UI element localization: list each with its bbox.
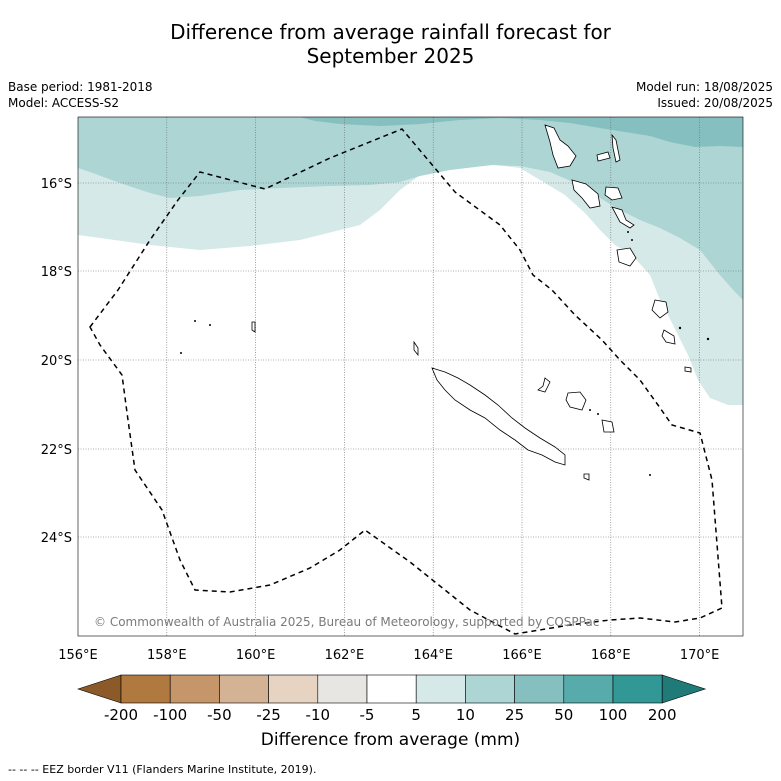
lat-label: 16°S bbox=[41, 177, 72, 192]
lon-label: 156°E bbox=[58, 648, 98, 663]
copyright-text: © Commonwealth of Australia 2025, Bureau… bbox=[94, 615, 599, 629]
lon-label: 160°E bbox=[236, 648, 276, 663]
colorbar-tick-label: 100 bbox=[599, 706, 628, 724]
issued-label: Issued: 20/08/2025 bbox=[657, 96, 773, 110]
model-label: Model: ACCESS-S2 bbox=[8, 96, 120, 110]
colorbar-bin bbox=[219, 674, 269, 704]
colorbar-extend-low bbox=[77, 674, 122, 704]
maewo-island bbox=[611, 133, 621, 163]
small-islets bbox=[180, 231, 710, 476]
ambae-island bbox=[596, 151, 611, 162]
chesterfield-islet bbox=[251, 321, 256, 333]
colorbar-tick-label: 5 bbox=[411, 706, 421, 724]
lat-label: 20°S bbox=[41, 354, 72, 369]
tanna-island bbox=[661, 329, 676, 345]
lon-label: 158°E bbox=[147, 648, 187, 663]
colorbar-bin bbox=[366, 674, 417, 704]
colorbar-tick-label: -200 bbox=[104, 706, 138, 724]
colorbar-bin bbox=[612, 674, 663, 704]
colorbar-tick-label: 25 bbox=[505, 706, 524, 724]
colorbar-labels: -200 -100 -50 -25 -10 -5 5 10 25 50 100 200 bbox=[104, 706, 677, 724]
espiritu-santo-island bbox=[544, 124, 577, 169]
colorbar-tick-label: -50 bbox=[207, 706, 232, 724]
lon-label: 166°E bbox=[502, 648, 542, 663]
isle-of-pines bbox=[583, 473, 590, 481]
colorbar-extend-high bbox=[661, 674, 707, 704]
lon-label: 168°E bbox=[591, 648, 631, 663]
colorbar-tick-label: 200 bbox=[648, 706, 677, 724]
colorbar-bin bbox=[317, 674, 368, 704]
mare-island bbox=[601, 419, 615, 433]
colorbar-bin bbox=[563, 674, 614, 704]
lat-label: 24°S bbox=[41, 531, 72, 546]
graticule bbox=[78, 117, 743, 636]
ouvea-island bbox=[537, 377, 551, 393]
colorbar-tick-label: -5 bbox=[360, 706, 375, 724]
colorbar bbox=[77, 674, 707, 704]
lon-label: 170°E bbox=[680, 648, 720, 663]
eez-legend-note: -- -- -- EEZ border V11 (Flanders Marine… bbox=[8, 763, 317, 776]
longitude-axis: 156°E 158°E 160°E 162°E 164°E 166°E 168°… bbox=[58, 648, 719, 663]
efate-island bbox=[616, 247, 637, 267]
map-title-line2: September 2025 bbox=[306, 44, 475, 68]
base-period-label: Base period: 1981-2018 bbox=[8, 80, 153, 94]
latitude-axis: 16°S 18°S 20°S 22°S 24°S bbox=[41, 177, 72, 546]
malekula-island bbox=[571, 179, 601, 209]
colorbar-tick-label: -100 bbox=[153, 706, 187, 724]
lat-label: 18°S bbox=[41, 265, 72, 280]
colorbar-bin bbox=[465, 674, 515, 704]
colorbar-title: Difference from average (mm) bbox=[260, 730, 521, 750]
epi-island bbox=[611, 206, 635, 229]
lat-label: 22°S bbox=[41, 443, 72, 458]
map-title-line1: Difference from average rainfall forecas… bbox=[170, 20, 611, 44]
rain-anomaly-band-10-25 bbox=[78, 117, 743, 300]
belep-island bbox=[413, 340, 419, 357]
lifou-island bbox=[565, 391, 587, 411]
pentecost-island bbox=[604, 186, 623, 201]
lon-label: 164°E bbox=[413, 648, 453, 663]
model-run-label: Model run: 18/08/2025 bbox=[635, 80, 773, 94]
colorbar-bin bbox=[120, 674, 171, 704]
new-caledonia-island bbox=[431, 367, 566, 466]
aneityum-island bbox=[684, 366, 692, 373]
colorbar-bin bbox=[415, 674, 466, 704]
colorbar-bin bbox=[268, 674, 319, 704]
rain-anomaly-band-25-50 bbox=[300, 117, 743, 147]
colorbar-bin bbox=[169, 674, 220, 704]
lon-label: 162°E bbox=[325, 648, 365, 663]
erromango-island bbox=[651, 299, 669, 319]
colorbar-tick-label: 10 bbox=[456, 706, 475, 724]
colorbar-tick-label: -10 bbox=[306, 706, 331, 724]
colorbar-tick-label: 50 bbox=[554, 706, 573, 724]
colorbar-tick-label: -25 bbox=[256, 706, 281, 724]
map-frame bbox=[77, 116, 744, 637]
colorbar-bin bbox=[514, 674, 565, 704]
eez-border bbox=[89, 128, 723, 635]
